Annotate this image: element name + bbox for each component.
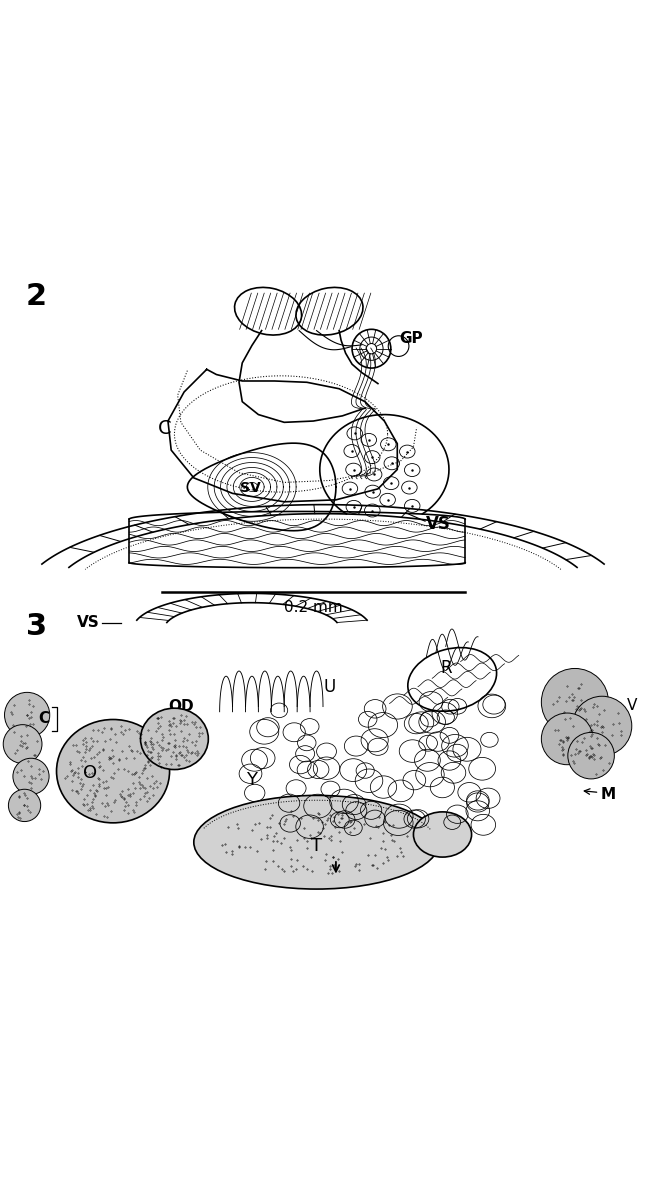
Text: T: T bbox=[311, 838, 322, 855]
Circle shape bbox=[572, 696, 632, 755]
Circle shape bbox=[13, 759, 49, 794]
Text: 2: 2 bbox=[26, 283, 47, 311]
Ellipse shape bbox=[57, 720, 169, 823]
Text: V: V bbox=[627, 697, 637, 713]
Text: O: O bbox=[83, 765, 98, 782]
Text: Y: Y bbox=[246, 770, 258, 788]
Ellipse shape bbox=[194, 795, 439, 889]
Circle shape bbox=[568, 733, 614, 779]
Text: OD: OD bbox=[168, 699, 194, 714]
Circle shape bbox=[541, 668, 609, 735]
Text: M: M bbox=[601, 787, 616, 802]
Text: SV: SV bbox=[240, 481, 261, 495]
Text: VS: VS bbox=[78, 615, 100, 630]
Text: C: C bbox=[38, 710, 50, 726]
Ellipse shape bbox=[141, 708, 208, 769]
Circle shape bbox=[3, 724, 42, 763]
Text: R: R bbox=[440, 659, 452, 677]
Text: GP: GP bbox=[399, 331, 423, 346]
Text: 3: 3 bbox=[26, 611, 47, 641]
Text: 0.2 mm: 0.2 mm bbox=[284, 600, 342, 615]
Circle shape bbox=[8, 789, 41, 821]
Text: VS: VS bbox=[426, 516, 452, 534]
Text: U: U bbox=[324, 679, 335, 696]
Circle shape bbox=[5, 693, 50, 737]
Text: C: C bbox=[158, 419, 172, 438]
Ellipse shape bbox=[413, 812, 472, 858]
Circle shape bbox=[541, 713, 593, 765]
